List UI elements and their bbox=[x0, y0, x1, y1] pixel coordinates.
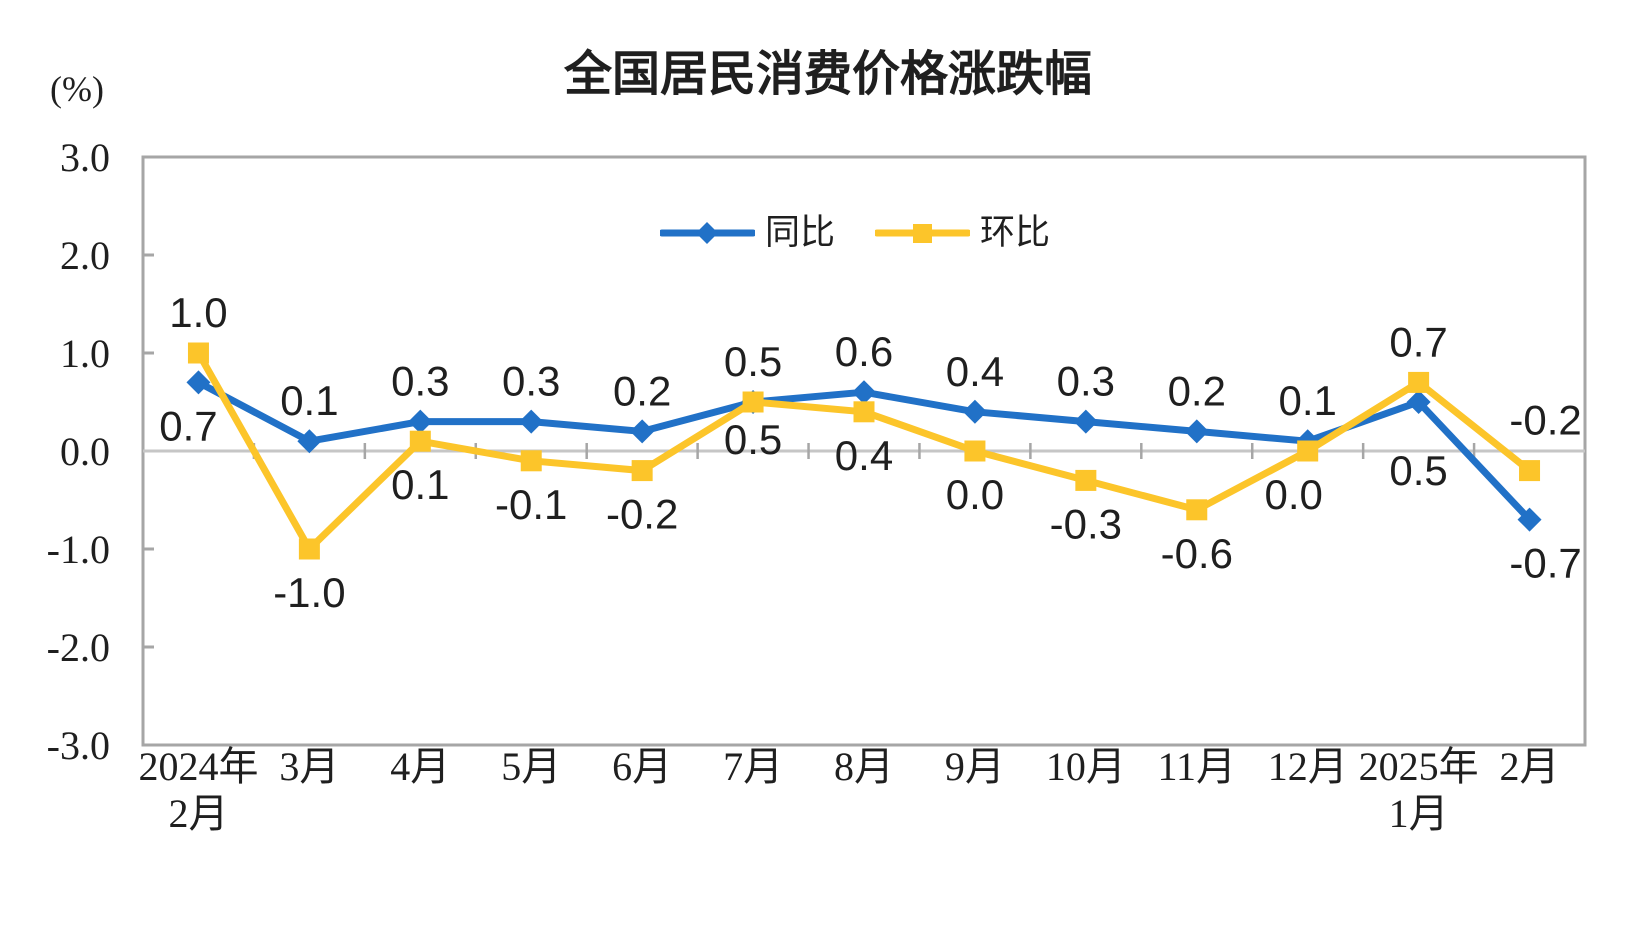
y-tick-label: -1.0 bbox=[47, 527, 110, 572]
legend: 同比 环比 bbox=[660, 215, 1050, 250]
x-tick-label: 5月 bbox=[501, 744, 561, 789]
legend-label-mom: 环比 bbox=[980, 213, 1051, 252]
data-label-yoy: 0.6 bbox=[835, 328, 893, 375]
marker-square-mom bbox=[1408, 371, 1430, 393]
x-tick-label: 2月 bbox=[1500, 744, 1560, 789]
marker-diamond-yoy bbox=[630, 419, 655, 444]
data-label-yoy: 0.3 bbox=[502, 358, 560, 405]
marker-square-mom bbox=[631, 460, 653, 482]
x-tick-label: 4月 bbox=[390, 744, 450, 789]
data-label-yoy: 0.1 bbox=[1278, 377, 1336, 424]
x-tick-label: 8月 bbox=[834, 744, 894, 789]
x-tick-label: 12月 bbox=[1268, 744, 1348, 789]
data-label-yoy: 0.3 bbox=[391, 358, 449, 405]
marker-diamond-yoy bbox=[852, 380, 876, 405]
marker-diamond-yoy bbox=[1517, 507, 1542, 532]
y-tick-label: 0.0 bbox=[60, 429, 110, 474]
data-label-mom: 1.0 bbox=[169, 289, 227, 336]
x-tick-label: 11月 bbox=[1158, 744, 1237, 789]
marker-square-mom bbox=[964, 440, 986, 462]
y-tick-label: 2.0 bbox=[60, 233, 110, 278]
marker-square-mom bbox=[520, 450, 542, 472]
y-axis-unit-label: (%) bbox=[50, 69, 104, 109]
data-label-mom: -0.2 bbox=[1509, 397, 1581, 444]
marker-square-mom bbox=[853, 401, 875, 423]
x-tick-label: 2月 bbox=[168, 791, 228, 836]
legend-item-mom: 环比 bbox=[875, 215, 1050, 250]
data-label-mom: 0.1 bbox=[391, 461, 449, 508]
data-label-yoy: 0.5 bbox=[1389, 447, 1447, 494]
legend-item-yoy: 同比 bbox=[660, 215, 835, 250]
data-label-mom: -0.2 bbox=[606, 491, 678, 538]
data-label-mom: -1.0 bbox=[273, 569, 345, 616]
data-label-mom: 0.0 bbox=[1264, 471, 1322, 518]
data-label-mom: -0.1 bbox=[495, 481, 567, 528]
data-label-yoy: 0.5 bbox=[724, 338, 782, 385]
x-tick-label: 2024年 bbox=[138, 744, 258, 789]
marker-square-mom bbox=[742, 391, 764, 413]
legend-marker-square bbox=[913, 223, 933, 243]
marker-square-mom bbox=[187, 342, 209, 364]
data-label-mom: 0.4 bbox=[835, 432, 893, 479]
x-tick-label: 7月 bbox=[723, 744, 783, 789]
marker-diamond-yoy bbox=[297, 429, 322, 454]
data-label-mom: 0.7 bbox=[1389, 318, 1447, 365]
data-label-yoy: 0.7 bbox=[159, 402, 217, 449]
data-label-mom: 0.5 bbox=[724, 416, 782, 463]
x-tick-label: 6月 bbox=[612, 744, 672, 789]
chart-title: 全国居民消费价格涨跌幅 bbox=[563, 48, 1093, 101]
y-tick-label: 1.0 bbox=[60, 331, 110, 376]
x-tick-label: 10月 bbox=[1046, 744, 1126, 789]
y-tick-label: 3.0 bbox=[60, 135, 110, 180]
y-tick-label: -3.0 bbox=[47, 723, 110, 768]
data-label-mom: -0.3 bbox=[1050, 500, 1122, 547]
marker-square-mom bbox=[1297, 440, 1319, 462]
legend-swatch-yoy bbox=[660, 221, 755, 244]
data-label-yoy: 0.3 bbox=[1057, 358, 1115, 405]
legend-swatch-mom bbox=[875, 223, 971, 243]
marker-diamond-yoy bbox=[519, 409, 544, 434]
data-label-yoy: 0.4 bbox=[946, 348, 1004, 395]
marker-square-mom bbox=[1186, 499, 1208, 521]
data-label-yoy: 0.2 bbox=[613, 367, 671, 414]
marker-square-mom bbox=[1075, 469, 1097, 491]
marker-diamond-yoy bbox=[962, 399, 987, 424]
marker-diamond-yoy bbox=[186, 370, 211, 395]
x-tick-label: 2025年 bbox=[1359, 744, 1479, 789]
data-label-yoy: 0.1 bbox=[280, 377, 338, 424]
marker-diamond-yoy bbox=[1406, 390, 1431, 414]
marker-diamond-yoy bbox=[1073, 409, 1098, 434]
marker-square-mom bbox=[1519, 460, 1541, 482]
data-label-yoy: -0.7 bbox=[1509, 540, 1581, 587]
x-tick-label: 9月 bbox=[945, 744, 1005, 789]
data-label-mom: -0.6 bbox=[1161, 530, 1233, 577]
x-tick-label: 3月 bbox=[279, 744, 339, 789]
marker-diamond-yoy bbox=[408, 409, 433, 434]
data-label-mom: 0.0 bbox=[946, 471, 1004, 518]
x-tick-label: 1月 bbox=[1389, 791, 1449, 836]
marker-diamond-yoy bbox=[1184, 419, 1209, 444]
marker-square-mom bbox=[409, 430, 431, 452]
y-tick-label: -2.0 bbox=[47, 625, 110, 670]
marker-square-mom bbox=[298, 538, 320, 560]
legend-label-yoy: 同比 bbox=[765, 213, 836, 252]
legend-marker-diamond bbox=[696, 221, 718, 244]
data-label-yoy: 0.2 bbox=[1168, 367, 1226, 414]
